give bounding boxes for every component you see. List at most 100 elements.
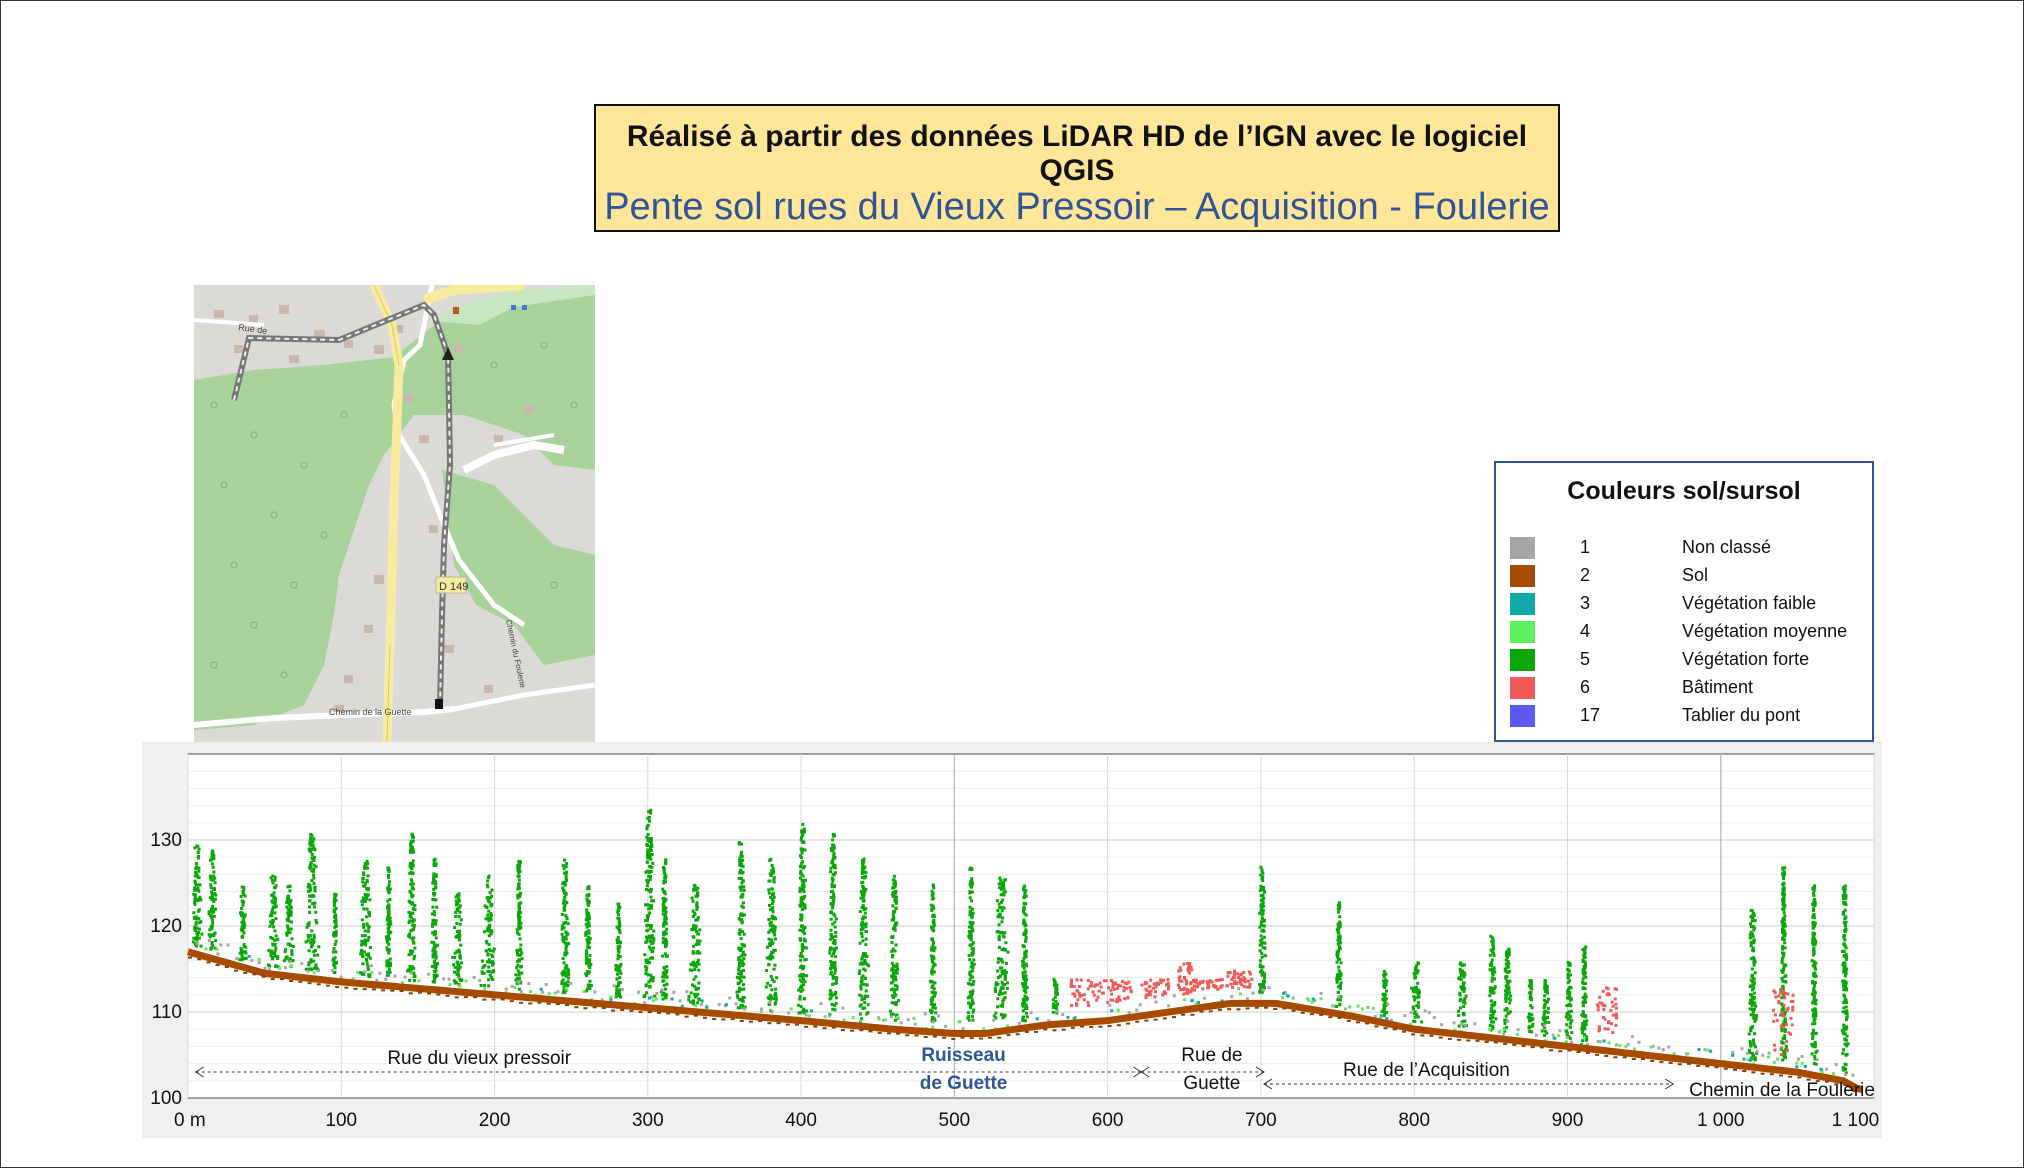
- veg-point: [1508, 979, 1512, 983]
- veg-point: [1844, 915, 1848, 919]
- veg-point: [650, 950, 654, 954]
- veg-point: [831, 899, 835, 903]
- veg-point: [1002, 997, 1006, 1001]
- veg-point: [662, 868, 666, 872]
- veg-point: [1783, 1017, 1787, 1021]
- veg-point: [312, 867, 316, 871]
- unclassified-point: [207, 939, 211, 943]
- building-point: [1099, 985, 1103, 989]
- veg-point: [833, 968, 837, 972]
- ground-point: [224, 966, 229, 969]
- veg-point: [207, 933, 211, 937]
- ground-point: [712, 1018, 717, 1021]
- building-point: [1110, 992, 1114, 996]
- ground-point: [1521, 1045, 1526, 1048]
- veg-point: [412, 925, 416, 929]
- veg-point: [1338, 947, 1342, 951]
- veg-point: [361, 871, 365, 875]
- building-point: [1117, 983, 1121, 987]
- building-point: [1198, 982, 1202, 986]
- veg-point: [286, 885, 290, 889]
- veg-point: [1002, 906, 1006, 910]
- veg-point: [802, 983, 806, 987]
- veg-point: [367, 952, 371, 956]
- veg-point: [564, 946, 568, 950]
- veg-point: [1052, 977, 1056, 981]
- veg-point: [312, 863, 316, 867]
- veg-point: [282, 959, 286, 963]
- veg-point: [516, 953, 520, 957]
- veg-point: [1581, 1024, 1585, 1028]
- veg-point: [928, 979, 932, 983]
- veg-point: [1841, 1010, 1845, 1014]
- veg-point: [1585, 1037, 1589, 1041]
- building-point: [1214, 984, 1218, 988]
- veg-point: [969, 882, 973, 886]
- veg-point: [312, 901, 316, 905]
- veg-point: [1749, 957, 1753, 961]
- veg-point: [517, 906, 521, 910]
- ground-point: [353, 987, 358, 990]
- veg-point: [194, 867, 198, 871]
- veg-point: [664, 942, 668, 946]
- veg-point: [310, 857, 314, 861]
- veg-point: [652, 929, 656, 933]
- medium-veg-point: [851, 1016, 855, 1020]
- veg-point: [363, 862, 367, 866]
- veg-point: [930, 968, 934, 972]
- veg-point: [272, 891, 276, 895]
- building-point: [1103, 979, 1107, 983]
- veg-point: [1002, 970, 1006, 974]
- unclassified-point: [1245, 997, 1249, 1001]
- veg-point: [312, 873, 316, 877]
- building-point: [1772, 1019, 1776, 1023]
- veg-point: [387, 911, 391, 915]
- veg-point: [801, 946, 805, 950]
- veg-point: [1462, 998, 1466, 1002]
- veg-point: [564, 951, 568, 955]
- veg-point: [645, 835, 649, 839]
- veg-point: [738, 997, 742, 1001]
- legend-code: 4: [1580, 621, 1591, 641]
- veg-point: [1754, 1017, 1758, 1021]
- veg-point: [800, 878, 804, 882]
- veg-point: [1747, 1032, 1751, 1036]
- low-veg-point: [1072, 1017, 1076, 1021]
- veg-point: [738, 1006, 742, 1010]
- veg-point: [1491, 1020, 1495, 1024]
- veg-point: [362, 865, 366, 869]
- veg-point: [864, 937, 868, 941]
- veg-point: [968, 943, 972, 947]
- veg-point: [565, 870, 569, 874]
- veg-point: [1414, 996, 1418, 1000]
- veg-point: [1781, 944, 1785, 948]
- veg-point: [562, 898, 566, 902]
- veg-point: [411, 859, 415, 863]
- veg-point: [1783, 904, 1787, 908]
- veg-point: [212, 887, 216, 891]
- unclassified-point: [1558, 1029, 1562, 1033]
- veg-point: [833, 942, 837, 946]
- medium-veg-point: [1649, 1045, 1653, 1049]
- veg-point: [516, 959, 520, 963]
- veg-point: [273, 899, 277, 903]
- veg-point: [800, 861, 804, 865]
- veg-point: [662, 879, 666, 883]
- unclassified-point: [1237, 987, 1241, 991]
- veg-point: [361, 896, 365, 900]
- low-veg-point: [1311, 997, 1315, 1001]
- veg-point: [244, 956, 248, 960]
- veg-point: [829, 928, 833, 932]
- veg-point: [737, 946, 741, 950]
- veg-point: [894, 970, 898, 974]
- veg-point: [1413, 998, 1417, 1002]
- veg-point: [362, 907, 366, 911]
- unclassified-point: [1740, 1047, 1744, 1051]
- veg-point: [619, 972, 623, 976]
- veg-point: [1530, 998, 1534, 1002]
- veg-point: [615, 966, 619, 970]
- veg-point: [361, 955, 365, 959]
- building-point: [1611, 1004, 1615, 1008]
- veg-point: [1023, 890, 1027, 894]
- veg-point: [1504, 962, 1508, 966]
